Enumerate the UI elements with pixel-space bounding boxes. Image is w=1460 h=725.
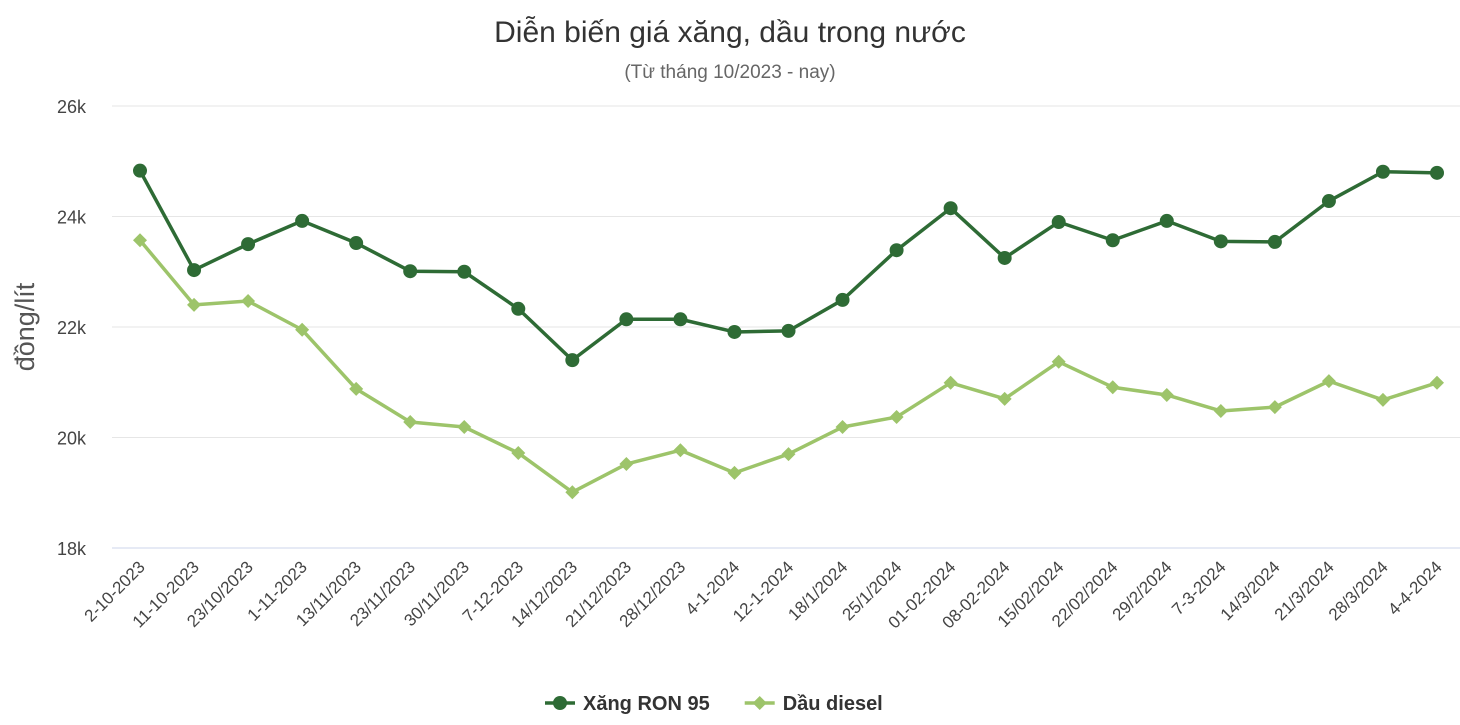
marker [1375, 164, 1390, 179]
marker [187, 297, 202, 312]
marker [241, 237, 256, 252]
marker [565, 485, 580, 500]
marker [1430, 165, 1444, 180]
marker [1430, 375, 1444, 390]
marker [889, 243, 904, 258]
marker [997, 250, 1012, 265]
marker [727, 465, 742, 480]
marker [943, 375, 958, 390]
marker [1105, 233, 1120, 248]
legend-label[interactable]: Dầu diesel [783, 693, 883, 715]
x-tick-label: 29/2/2024 [1109, 557, 1176, 624]
legend-symbol[interactable] [553, 696, 567, 710]
marker [133, 233, 147, 248]
marker [565, 353, 580, 368]
marker [1105, 380, 1120, 395]
marker [1213, 234, 1228, 249]
marker [781, 323, 796, 338]
marker [1159, 387, 1174, 402]
x-tick-label: 4-4-2024 [1384, 557, 1446, 619]
marker [349, 236, 364, 251]
x-tick-label: 28/3/2024 [1325, 557, 1392, 624]
marker [1267, 400, 1282, 415]
marker [511, 301, 526, 316]
marker [403, 415, 418, 430]
marker [403, 264, 418, 279]
y-tick-label: 20k [57, 429, 87, 449]
y-axis-label: đồng/lít [10, 282, 40, 371]
marker [997, 391, 1012, 406]
marker [673, 312, 688, 327]
marker [619, 312, 634, 327]
marker [1213, 403, 1228, 418]
marker [1267, 234, 1282, 249]
marker [349, 381, 364, 396]
marker [457, 264, 472, 279]
marker [187, 263, 202, 278]
marker [1321, 374, 1336, 389]
legend-label[interactable]: Xăng RON 95 [583, 693, 710, 715]
marker [241, 294, 256, 309]
marker [727, 324, 742, 339]
marker [889, 410, 904, 425]
y-tick-label: 18k [57, 539, 87, 559]
marker [619, 457, 634, 472]
marker [943, 201, 958, 216]
marker [673, 443, 688, 458]
marker [295, 213, 310, 228]
marker [1321, 194, 1336, 209]
marker [133, 163, 147, 178]
marker [511, 445, 526, 460]
y-tick-label: 22k [57, 318, 87, 338]
marker [1051, 215, 1066, 230]
y-tick-label: 26k [57, 97, 87, 117]
marker [781, 447, 796, 462]
marker [1159, 213, 1174, 228]
marker [1051, 354, 1066, 369]
legend-symbol[interactable] [752, 696, 767, 710]
y-tick-label: 24k [57, 208, 87, 228]
marker [295, 322, 310, 337]
marker [1375, 392, 1390, 407]
marker [457, 420, 472, 435]
chart-subtitle: (Từ tháng 10/2023 - nay) [624, 62, 835, 83]
chart-title: Diễn biến giá xăng, dầu trong nước [494, 16, 966, 49]
marker [835, 292, 850, 307]
marker [835, 420, 850, 435]
